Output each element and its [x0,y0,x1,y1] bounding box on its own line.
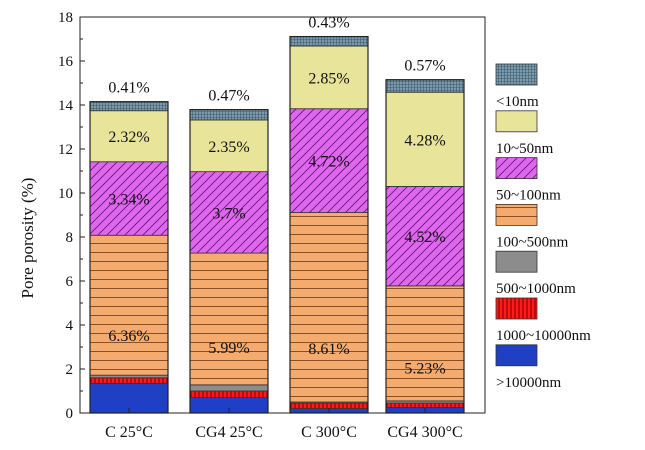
data-label: 5.23% [404,361,445,378]
legend-swatch-10nm [495,63,538,86]
bar-segment-1000-10000nm [289,402,369,410]
y-tick-label: 10 [58,186,73,202]
bar-segment-100-500nm [385,285,465,402]
data-label: 2.35% [208,139,249,156]
bar-segment-50-100nm [385,185,465,287]
y-tick-label: 8 [66,230,74,246]
bar-segment-100-500nm [289,212,369,403]
legend-label: <10nm [496,94,539,110]
legend-swatch-10000nm [495,344,538,367]
x-tick-label: C 300°C [301,424,357,441]
y-tick-label: 18 [58,10,73,26]
y-tick-label: 0 [66,406,74,422]
bar-segment-1000-10000nm [385,402,465,408]
x-tick-label: CG4 300°C [387,424,462,441]
y-axis-label: Pore porosity (%) [18,178,37,299]
data-label: 4.52% [404,229,445,246]
data-label: 5.99% [208,340,249,357]
legend-label: 1000~10000nm [496,328,591,344]
legend-label: 10~50nm [496,141,554,157]
x-tick-label: C 25°C [105,424,153,441]
bar-segment-100-500nm [89,234,169,376]
legend-swatch-10-50nm [495,110,538,133]
legend: <10nm 10~50nm 50~100nm 100~500nm 500~1000nm 1… [495,63,591,391]
y-tick-label: 12 [58,142,73,158]
y-tick-label: 6 [66,274,74,290]
legend-label: 100~500nm [496,234,569,250]
data-label: 2.32% [108,129,149,146]
bar-segment-50-100nm [289,108,369,213]
y-tick-label: 16 [58,54,74,70]
legend-label: 50~100nm [496,188,561,204]
data-label: 4.72% [308,154,349,171]
x-tick-label: CG4 25°C [195,424,262,441]
data-label: 6.36% [108,328,149,345]
y-tick-label: 14 [58,98,74,114]
bar-segment-10-50nm [189,119,269,173]
y-tick-label: 2 [66,362,74,378]
data-label: 3.7% [212,205,245,222]
bar-segment-500-1000nm [189,384,269,392]
legend-swatch-1000-10000nm [495,297,538,320]
bar-segment-100-500nm [189,252,269,386]
data-label: 3.34% [108,192,149,209]
bar-segment-10nm [289,36,369,47]
legend-swatch-50-100nm [495,157,538,180]
bar-segment-10-50nm [89,110,169,163]
bar-segment-50-100nm [89,161,169,236]
bar-segment-50-100nm [189,171,269,254]
legend-swatch-100-500nm [495,203,538,226]
legend-label: 500~1000nm [496,281,576,297]
bar-segment-10nm [89,101,169,112]
data-label: 0.41% [108,80,149,97]
data-label: 0.47% [208,88,249,105]
bar-segment-10-50nm [289,45,369,110]
legend-label: >10000nm [496,375,561,391]
data-label: 0.43% [308,15,349,32]
bar-segment-1000-10000nm [89,377,169,384]
data-label: 0.57% [404,58,445,75]
data-label: 8.61% [308,341,349,358]
bar-segment-10nm [385,79,465,93]
bar-segment-10nm [189,109,269,121]
data-label: 4.28% [404,132,445,149]
bar-segment-1000-10000nm [189,390,269,398]
legend-swatch-500-1000nm [495,250,538,273]
data-label: 2.85% [308,70,349,87]
y-tick-label: 4 [66,318,74,334]
